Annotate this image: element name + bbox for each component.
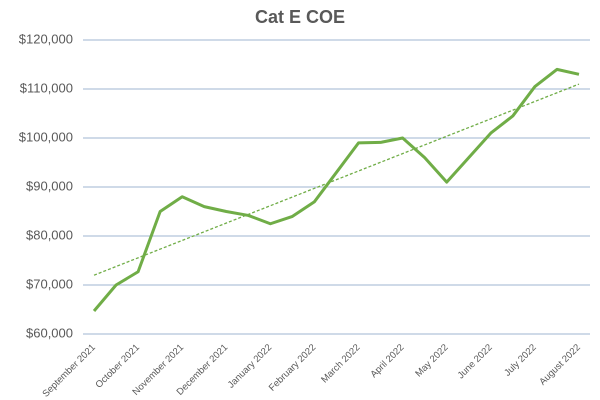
x-tick-label: January 2022 [226,342,274,390]
y-tick-label: $110,000 [20,80,73,95]
x-tick-label: March 2022 [319,342,362,385]
chart-title: Cat E COE [255,7,345,27]
x-tick-label: April 2022 [369,342,407,380]
x-tick-label: July 2022 [502,342,539,379]
y-tick-label: $80,000 [26,227,73,242]
x-tick-label: October 2021 [94,342,142,390]
y-tick-label: $70,000 [26,276,73,291]
x-tick-label: May 2022 [413,342,450,379]
y-tick-label: $120,000 [19,31,73,46]
series-line [92,67,580,312]
y-tick-label: $90,000 [26,178,73,193]
x-tick-label: February 2022 [267,342,318,393]
trendline [93,83,580,276]
x-tick-label: June 2022 [456,342,495,381]
x-tick-label: August 2022 [537,342,583,388]
y-tick-label: $100,000 [19,129,73,144]
y-tick-label: $60,000 [26,325,73,340]
x-tick-label: September 2021 [40,342,97,399]
